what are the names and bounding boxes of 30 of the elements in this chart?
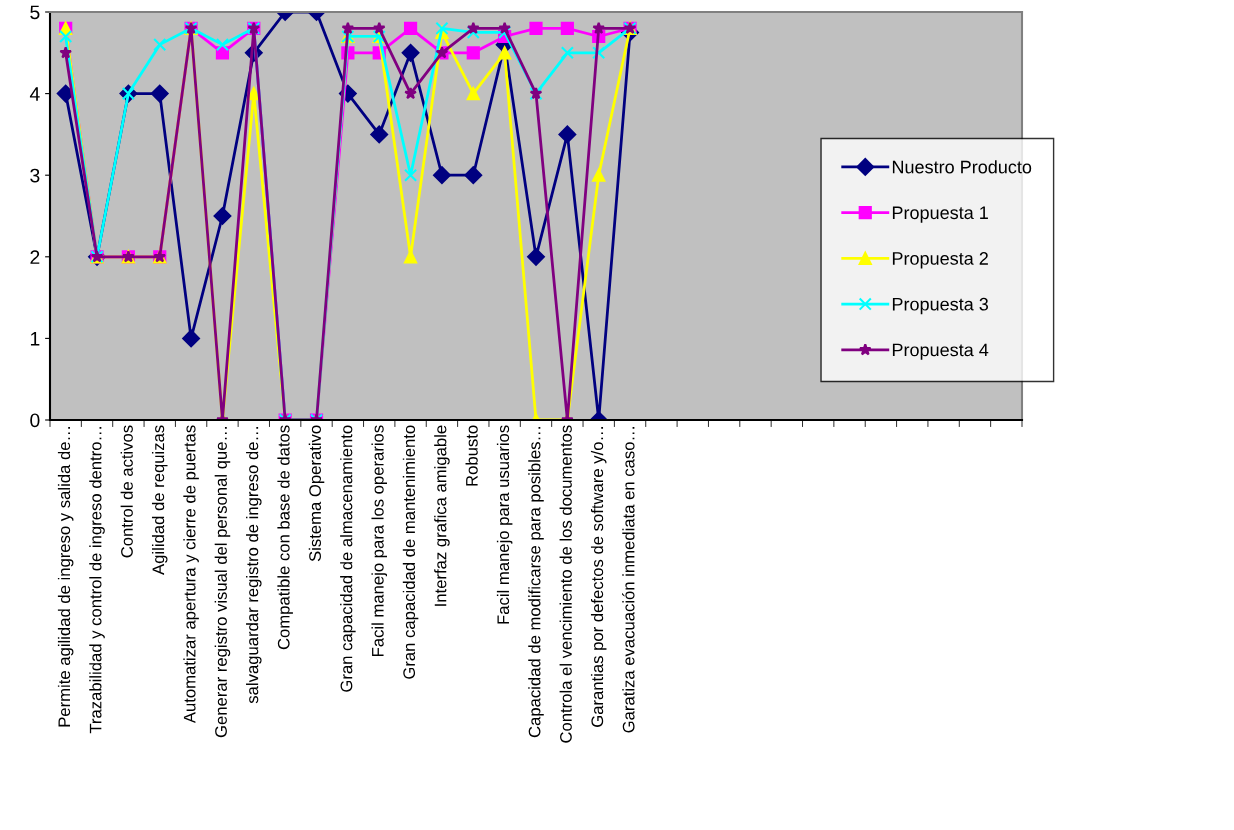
x-tick-label: Robusto (465, 425, 478, 486)
x-tick-label: Facil manejo para los operarios (371, 425, 387, 656)
x-tick-label: Automatizar apertura y cierre de puertas (183, 425, 199, 724)
legend-label: Nuestro Producto (892, 160, 1032, 174)
x-tick-label: salvaguardar registro de ingreso de… (246, 427, 262, 704)
y-tick-label: 4 (29, 87, 40, 101)
x-tick-label: Generar registro visual del personal que… (214, 427, 231, 738)
x-tick-label: Controla el vencimiento de los documentos (559, 425, 572, 743)
x-tick-label: Agilidad de requizas (151, 425, 168, 575)
x-tick-label: Gran capacidad de mantenimiento (402, 425, 419, 679)
x-tick-label: Control de activos (120, 425, 133, 558)
legend-label: Propuesta 4 (892, 343, 989, 360)
x-tick-label: Interfaz grafica amigable (434, 425, 450, 606)
y-tick-label: 2 (30, 250, 40, 264)
x-tick-label: Facil manejo para usuarios (496, 425, 513, 624)
legend-label: Propuesta 2 (892, 252, 988, 269)
y-tick-label: 1 (30, 332, 40, 346)
x-tick-label: Sistema Operativo (308, 425, 325, 562)
y-tick-label: 0 (30, 413, 40, 428)
x-tick-label: Garantias por defectos de software y/o… (590, 427, 607, 727)
x-tick-label: Garatiza evacuación inmediata en caso… (622, 427, 635, 733)
legend-label: Propuesta 1 (892, 206, 988, 223)
x-tick-label: Capacidad de modificarse para posibles… (528, 427, 544, 738)
x-tick-label: Gran capacidad de almacenamiento (340, 425, 356, 692)
legend-label: Propuesta 3 (892, 297, 989, 315)
y-tick-label: 5 (30, 5, 40, 20)
x-tick-label: Trazabilidad y control de ingreso dentro… (89, 427, 105, 734)
x-tick-label: Compatible con base de datos (277, 425, 293, 650)
y-tick-label: 3 (30, 168, 40, 183)
x-tick-label: Permite agilidad de ingreso y salida de… (57, 427, 74, 727)
